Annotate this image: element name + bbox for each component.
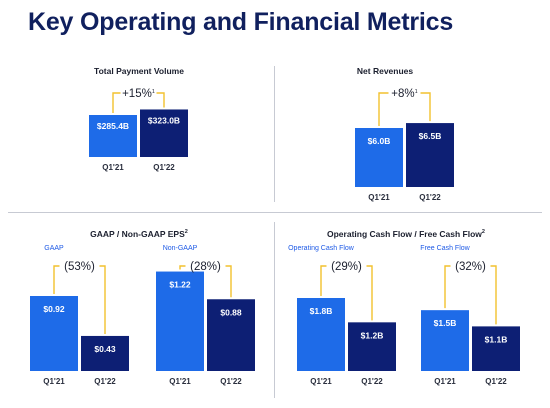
tpv-bar-1 xyxy=(89,115,137,157)
slide-title: Key Operating and Financial Metrics xyxy=(28,8,454,36)
revenues-bracket-right xyxy=(420,92,431,122)
cashflow-operating-category-label-1: Q1'21 xyxy=(310,377,332,386)
eps-title: GAAP / Non-GAAP EPS2 xyxy=(90,229,188,239)
tpv-change-label: +15%1 xyxy=(122,88,155,100)
revenues-title: Net Revenues xyxy=(357,66,413,76)
cashflow-operating-change-label: (29%) xyxy=(331,261,362,273)
revenues-value-label-1: $6.0B xyxy=(368,136,391,146)
tpv-bar-2 xyxy=(140,109,188,157)
vertical-divider-bottom xyxy=(274,222,275,398)
tpv-category-label-2: Q1'22 xyxy=(153,163,175,172)
eps-gaap-bracket-left xyxy=(53,265,60,294)
eps-gaap-bar-1 xyxy=(30,296,78,371)
total-payment-volume-chart: Total Payment Volume $285.4B Q1'21 $323.0B Q… xyxy=(89,66,188,172)
cashflow-operating-category-label-2: Q1'22 xyxy=(361,377,383,386)
horizontal-divider xyxy=(8,212,542,213)
net-revenues-chart: Net Revenues $6.0B Q1'21 $6.5B Q1'22 +8%1 xyxy=(355,66,454,202)
revenues-category-label-1: Q1'21 xyxy=(368,193,390,202)
cashflow-operating-bracket-right xyxy=(366,265,373,321)
cashflow-free-category-label-2: Q1'22 xyxy=(485,377,507,386)
eps-gaap-category-label-2: Q1'22 xyxy=(94,377,116,386)
cashflow-free-bracket-left xyxy=(444,265,451,309)
eps-gaap-value-label-2: $0.43 xyxy=(94,344,116,354)
eps-gaap-value-label-1: $0.92 xyxy=(43,304,65,314)
eps-nongaap-group-label: Non-GAAP xyxy=(163,245,198,252)
vertical-divider-top xyxy=(274,66,275,202)
tpv-category-label-1: Q1'21 xyxy=(102,163,124,172)
cashflow-operating-bar-2 xyxy=(348,322,396,371)
revenues-bar-2 xyxy=(406,123,454,187)
tpv-bracket-left xyxy=(112,92,121,113)
revenues-bar-1 xyxy=(355,128,403,187)
tpv-value-label-1: $285.4B xyxy=(97,121,129,131)
cashflow-title: Operating Cash Flow / Free Cash Flow2 xyxy=(327,229,485,239)
cashflow-operating-bar-1 xyxy=(297,298,345,371)
eps-chart: GAAP / Non-GAAP EPS2 $0.92 Q1'21 $0.43 Q1'22… xyxy=(30,229,255,386)
cashflow-free-category-label-1: Q1'21 xyxy=(434,377,456,386)
revenues-bracket-left xyxy=(378,92,389,126)
cashflow-free-value-label-2: $1.1B xyxy=(485,334,508,344)
eps-nongaap-bracket-left xyxy=(179,265,186,270)
cashflow-operating-value-label-2: $1.2B xyxy=(361,330,384,340)
eps-nongaap-value-label-2: $0.88 xyxy=(220,307,242,317)
cashflow-operating-value-label-1: $1.8B xyxy=(310,306,333,316)
panel-total-payment-volume: Total Payment Volume $285.4B Q1'21 $323.0B Q… xyxy=(0,0,275,212)
cashflow-free-group-label: Free Cash Flow xyxy=(420,245,470,252)
eps-nongaap-bar-1 xyxy=(156,271,204,371)
tpv-value-label-2: $323.0B xyxy=(148,115,180,125)
cash-flow-chart: Operating Cash Flow / Free Cash Flow2 $1.… xyxy=(288,229,520,386)
eps-gaap-group-label: GAAP xyxy=(44,245,64,252)
panel-cash-flow: Operating Cash Flow / Free Cash Flow2 $1.… xyxy=(275,212,550,408)
cashflow-free-value-label-1: $1.5B xyxy=(434,318,457,328)
eps-nongaap-change-label: (28%) xyxy=(190,261,221,273)
revenues-change-label: +8%1 xyxy=(391,88,417,100)
eps-gaap-category-label-1: Q1'21 xyxy=(43,377,65,386)
eps-gaap-bracket-right xyxy=(99,265,106,334)
eps-nongaap-category-label-2: Q1'22 xyxy=(220,377,242,386)
eps-nongaap-bracket-right xyxy=(225,265,232,298)
cashflow-free-bracket-right xyxy=(490,265,497,325)
panel-eps: GAAP / Non-GAAP EPS2 $0.92 Q1'21 $0.43 Q1'22… xyxy=(0,212,275,408)
tpv-title: Total Payment Volume xyxy=(94,66,184,76)
cashflow-free-change-label: (32%) xyxy=(455,261,486,273)
eps-nongaap-bar-2 xyxy=(207,299,255,371)
tpv-bracket-right xyxy=(156,92,165,108)
cashflow-free-bar-1 xyxy=(421,310,469,371)
revenues-value-label-2: $6.5B xyxy=(419,131,442,141)
eps-nongaap-category-label-1: Q1'21 xyxy=(169,377,191,386)
cashflow-free-bar-2 xyxy=(472,326,520,371)
panel-net-revenues: Net Revenues $6.0B Q1'21 $6.5B Q1'22 +8%1 xyxy=(275,0,550,212)
cashflow-operating-bracket-left xyxy=(320,265,327,296)
eps-nongaap-value-label-1: $1.22 xyxy=(169,280,191,290)
cashflow-operating-group-label: Operating Cash Flow xyxy=(288,245,355,252)
revenues-category-label-2: Q1'22 xyxy=(419,193,441,202)
eps-gaap-bar-2 xyxy=(81,335,129,371)
eps-gaap-change-label: (53%) xyxy=(64,261,95,273)
